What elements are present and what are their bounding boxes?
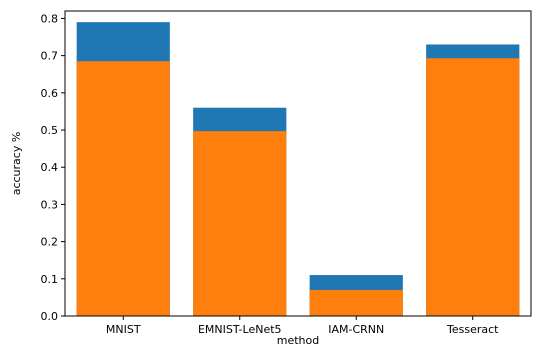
x-axis-ticks: MNIST EMNIST-LeNet5 IAM-CRNN Tesseract	[106, 316, 499, 336]
x-tick-label: IAM-CRNN	[328, 323, 384, 336]
bar-series2-emnist-lenet5	[193, 131, 287, 316]
y-tick-label: 0.1	[41, 273, 59, 286]
y-tick-label: 0.4	[41, 161, 59, 174]
y-tick-label: 0.6	[41, 87, 59, 100]
y-tick-label: 0.0	[41, 310, 59, 323]
y-tick-label: 0.5	[41, 124, 59, 137]
x-axis-label: method	[277, 334, 319, 347]
y-tick-label: 0.7	[41, 50, 59, 63]
x-tick-label: Tesseract	[446, 323, 499, 336]
x-tick-label: EMNIST-LeNet5	[198, 323, 282, 336]
plot-frame	[64, 10, 532, 317]
bar-series2-mnist	[76, 61, 170, 317]
y-tick-label: 0.8	[41, 12, 59, 25]
x-tick-label: MNIST	[106, 323, 141, 336]
y-tick-label: 0.3	[41, 198, 59, 211]
bars-layer	[76, 22, 520, 317]
bar-series2-iam-crnn	[309, 289, 403, 316]
bar-series2-tesseract	[426, 58, 520, 317]
y-axis-ticks: 0.0 0.1 0.2 0.3 0.4 0.5 0.6 0.7 0.8	[41, 12, 65, 323]
y-axis-label: accuracy %	[10, 132, 23, 196]
y-tick-label: 0.2	[41, 236, 59, 249]
